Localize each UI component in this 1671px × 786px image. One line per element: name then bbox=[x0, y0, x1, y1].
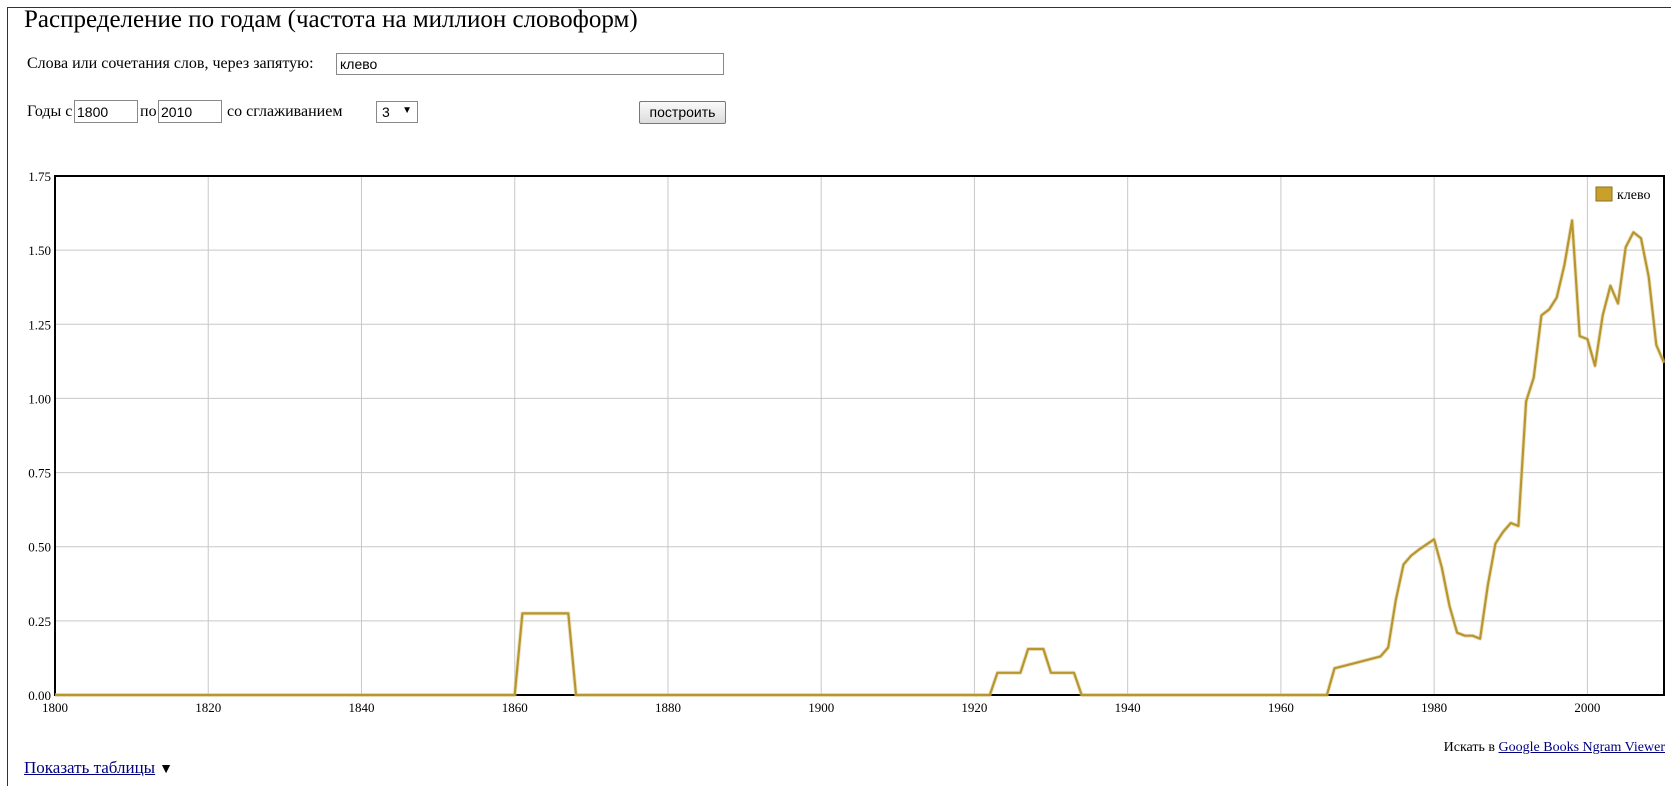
y-tick-label: 1.75 bbox=[28, 169, 51, 184]
chart-series bbox=[54, 218, 1666, 697]
show-tables-link[interactable]: Показать таблицы bbox=[24, 758, 156, 777]
legend-label: клево bbox=[1617, 188, 1651, 203]
year-from-input[interactable] bbox=[74, 100, 138, 123]
words-label: Слова или сочетания слов, через запятую: bbox=[27, 55, 314, 72]
x-tick-label: 1980 bbox=[1421, 700, 1447, 715]
x-tick-label: 1960 bbox=[1268, 700, 1294, 715]
smoothing-value: 3 bbox=[382, 104, 390, 120]
x-tick-label: 1900 bbox=[808, 700, 834, 715]
smoothing-label: со сглаживанием bbox=[227, 103, 343, 120]
y-tick-label: 0.25 bbox=[28, 614, 51, 629]
build-button[interactable]: построить bbox=[639, 101, 726, 124]
ngram-viewer-link[interactable]: Google Books Ngram Viewer bbox=[1498, 740, 1665, 755]
x-tick-label: 1860 bbox=[502, 700, 528, 715]
legend-swatch bbox=[1595, 186, 1613, 202]
search-prefix: Искать в bbox=[1443, 740, 1496, 755]
chart-legend: клево bbox=[1595, 186, 1651, 203]
smoothing-select[interactable]: 3 ▼ bbox=[376, 101, 418, 123]
x-tick-label: 1840 bbox=[348, 700, 374, 715]
footer-search: Искать в Google Books Ngram Viewer bbox=[1444, 740, 1665, 756]
y-tick-label: 1.50 bbox=[28, 243, 51, 258]
words-input[interactable] bbox=[336, 53, 724, 75]
plot-frame bbox=[54, 175, 1665, 696]
x-tick-label: 2000 bbox=[1574, 700, 1600, 715]
y-tick-label: 0.00 bbox=[28, 688, 51, 703]
series-line bbox=[55, 219, 1666, 697]
dropdown-arrow-icon: ▼ bbox=[402, 105, 412, 116]
y-tick-label: 1.00 bbox=[28, 391, 51, 406]
y-tick-label: 1.25 bbox=[28, 317, 51, 332]
expand-triangle-icon[interactable]: ▼ bbox=[159, 762, 173, 777]
x-tick-label: 1940 bbox=[1115, 700, 1141, 715]
x-tick-label: 1880 bbox=[655, 700, 681, 715]
x-tick-label: 1920 bbox=[961, 700, 987, 715]
chart-grid bbox=[55, 176, 1664, 695]
year-to-input[interactable] bbox=[158, 100, 222, 123]
chart-axes: 1800 1820 1840 1860 1880 1900 1920 1940 1960 1980… bbox=[28, 169, 1665, 715]
years-to-label: по bbox=[140, 103, 157, 120]
x-tick-label: 1820 bbox=[195, 700, 221, 715]
y-tick-label: 0.50 bbox=[28, 540, 51, 555]
years-from-label: Годы с bbox=[27, 103, 73, 120]
show-tables: Показать таблицы ▼ bbox=[24, 758, 173, 778]
y-tick-label: 0.75 bbox=[28, 466, 51, 481]
x-tick-label: 1800 bbox=[42, 700, 68, 715]
series-line-shadow bbox=[55, 218, 1666, 697]
page-title: Распределение по годам (частота на милли… bbox=[24, 6, 638, 33]
page-frame bbox=[7, 7, 1671, 786]
